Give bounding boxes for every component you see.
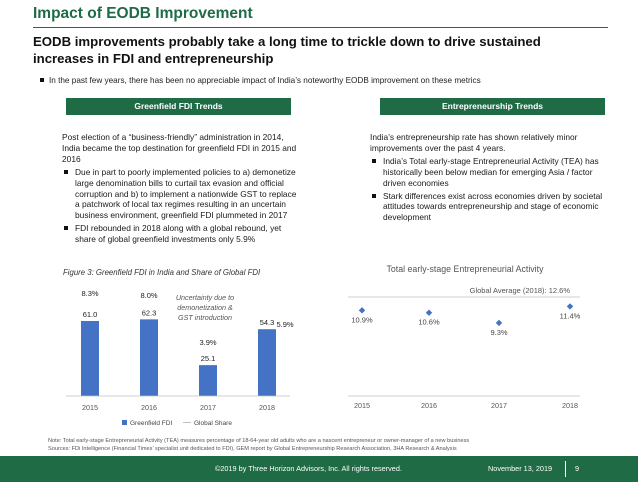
footer-divider [565, 461, 566, 477]
fdi-bar [140, 319, 158, 396]
intro-bullet: In the past few years, there has been no… [40, 76, 481, 85]
headline: EODB improvements probably take a long t… [33, 34, 541, 66]
figure-caption: Figure 3: Greenfield FDI in India and Sh… [63, 268, 261, 277]
entrepreneurship-header: Entrepreneurship Trends [380, 98, 605, 115]
bullet-square-icon [64, 226, 68, 231]
fdi-bar [199, 365, 217, 396]
fdi-bar [258, 329, 276, 396]
bullet-square-icon [372, 193, 376, 198]
footnote: Note: Total early-stage Entrepreneurial … [48, 438, 469, 453]
fdi-x-tick-label: 2015 [82, 403, 98, 412]
bullet-square-icon [40, 78, 44, 82]
intro-text: In the past few years, there has been no… [49, 76, 481, 85]
fdi-x-tick-label: 2017 [200, 403, 216, 412]
left-bullet: Due in part to poorly implemented polici… [62, 167, 302, 222]
tea-chart-title: Total early-stage Entrepreneurial Activi… [387, 264, 545, 274]
bullet-square-icon [64, 169, 68, 174]
right-paragraph: India’s entrepreneurship rate has shown … [370, 132, 578, 153]
footer-date: November 13, 2019 [488, 464, 553, 473]
fdi-bar [81, 320, 99, 396]
sources-line: Sources: FDi Intelligence (Financial Tim… [48, 445, 457, 452]
right-bullet-text: India’s Total early-stage Entrepreneuria… [383, 155, 599, 188]
fdi-x-tick-label: 2018 [259, 403, 275, 412]
left-column-text: Post election of a “business-friendly” a… [62, 132, 302, 247]
left-paragraph: Post election of a “business-friendly” a… [62, 132, 297, 164]
left-bullet-text: Due in part to poorly implemented polici… [75, 166, 297, 221]
right-bullet: Stark differences exist across economies… [370, 191, 610, 224]
right-bullets: India’s Total early-stage Entrepreneuria… [370, 156, 610, 223]
legend-swatch-fdi [122, 420, 127, 425]
tea-point-diamond [358, 307, 366, 314]
tea-x-tick-label: 2015 [354, 401, 370, 410]
left-bullet: FDI rebounded in 2018 along with a globa… [62, 223, 302, 245]
note-line: Note: Total early-stage Entrepreneurial … [48, 438, 470, 444]
greenfield-fdi-header: Greenfield FDI Trends [66, 98, 291, 115]
left-bullets: Due in part to poorly implemented polici… [62, 167, 302, 245]
tea-value-label: 10.6% [418, 318, 440, 327]
tea-x-tick-label: 2016 [421, 401, 437, 410]
global-share-label: 3.9% [199, 338, 216, 347]
tea-value-label: 9.3% [490, 328, 507, 337]
uncertainty-annotation: demonetization & [177, 303, 233, 312]
legend-label-share: Global Share [194, 420, 232, 427]
bullet-square-icon [372, 158, 376, 163]
legend-label-fdi: Greenfield FDI [130, 420, 172, 427]
global-share-label: 8.0% [140, 291, 157, 300]
uncertainty-annotation: GST introduction [178, 313, 232, 322]
right-bullet-text: Stark differences exist across economies… [383, 190, 603, 223]
page-number: 9 [575, 464, 580, 473]
fdi-value-label: 54.3 [260, 318, 275, 327]
fdi-value-label: 62.3 [142, 308, 157, 317]
tea-value-label: 10.9% [351, 315, 373, 324]
fdi-value-label: 61.0 [83, 310, 98, 319]
fdi-value-label: 25.1 [201, 354, 216, 363]
global-share-label: 8.3% [81, 289, 98, 298]
global-share-label: 5.9% [276, 320, 293, 329]
title-divider [33, 27, 608, 28]
uncertainty-annotation: Uncertainty due to [176, 293, 234, 302]
tea-x-tick-label: 2018 [562, 401, 578, 410]
tea-point-diamond [566, 303, 574, 310]
tea-point-diamond [425, 309, 433, 316]
tea-point-diamond [495, 319, 503, 327]
global-average-label: Global Average (2018): 12.6% [470, 286, 571, 295]
tea-value-label: 11.4% [560, 311, 581, 320]
fdi-x-tick-label: 2016 [141, 403, 157, 412]
tea-x-tick-label: 2017 [491, 401, 507, 410]
footer-bar: ©2019 by Three Horizon Advisors, Inc. Al… [0, 456, 638, 482]
slide-title: Impact of EODB Improvement [33, 5, 253, 22]
copyright-text: ©2019 by Three Horizon Advisors, Inc. Al… [215, 464, 402, 473]
charts-canvas: 61.0 8.3% 2015 62.3 8.0% 2016 25.1 3.9% 2017 54.3… [66, 264, 581, 427]
right-bullet: India’s Total early-stage Entrepreneuria… [370, 156, 610, 189]
left-bullet-text: FDI rebounded in 2018 along with a globa… [75, 223, 282, 245]
right-column-text: India’s entrepreneurship rate has shown … [370, 132, 610, 225]
